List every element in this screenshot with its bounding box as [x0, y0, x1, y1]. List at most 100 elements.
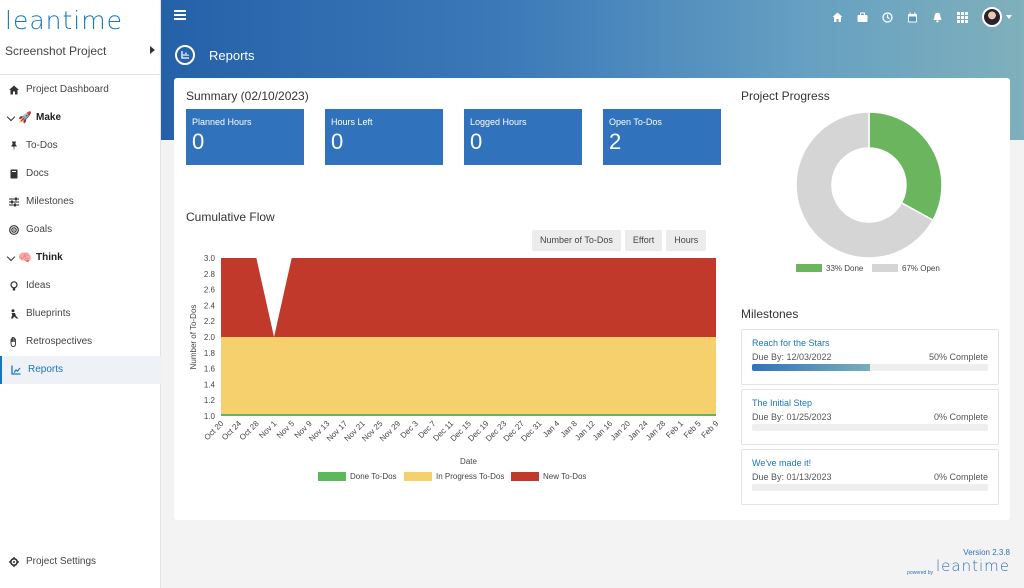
hand-icon: [10, 337, 16, 347]
y-tick-label: 2.2: [204, 317, 216, 326]
milestone-title-link[interactable]: The Initial Step: [752, 398, 813, 408]
sidebar-item-project-settings[interactable]: Project Settings: [0, 550, 161, 574]
sidebar-item-ideas[interactable]: Ideas: [0, 272, 161, 300]
powered-by-text: powered by: [907, 570, 934, 576]
milestone-title-link[interactable]: We've made it!: [752, 458, 812, 468]
donut-legend-label: 33% Done: [826, 264, 864, 273]
toggle-hours[interactable]: Hours: [666, 230, 707, 251]
footer: Version 2.3.8 powered by leantime: [907, 548, 1010, 576]
chevron-down-icon: [6, 252, 16, 262]
sidebar-item-blueprints[interactable]: Blueprints: [0, 300, 161, 328]
pin-icon: [11, 141, 17, 151]
sidebar-item-goals[interactable]: Goals: [0, 216, 161, 244]
menu-toggle-icon[interactable]: [174, 10, 186, 20]
x-tick-label: Jan 4: [541, 419, 562, 440]
legend-item-in-progress-to-dos[interactable]: In Progress To-Dos: [404, 472, 504, 481]
summary-tile-hours-left: Hours Left 0: [325, 109, 443, 165]
sidebar-item-label: Docs: [26, 168, 49, 179]
sidebar-item-label: Think: [36, 252, 63, 263]
milestone-progress-bar: [752, 484, 988, 491]
sidebar-item-label: To-Dos: [26, 140, 58, 151]
briefcase-icon[interactable]: [857, 12, 868, 23]
milestone-card: The Initial Step Due By: 01/25/2023 0% Com…: [741, 389, 999, 445]
sidebar-item-label: Ideas: [26, 280, 51, 291]
sidebar-item-label: Retrospectives: [26, 336, 93, 347]
sidebar-item-project-dashboard[interactable]: Project Dashboard: [0, 76, 161, 104]
chart-icon: [11, 365, 21, 375]
sidebar: leantime Screenshot Project Project Dash…: [0, 0, 161, 588]
x-tick-label: Nov 29: [378, 419, 403, 444]
sidebar-item-reports[interactable]: Reports: [0, 356, 161, 384]
x-tick-label: Jan 28: [644, 419, 668, 443]
summary-tile-open-to-dos: Open To-Dos 2: [603, 109, 721, 165]
toggle-effort[interactable]: Effort: [624, 230, 663, 251]
summary-tile-planned-hours: Planned Hours 0: [186, 109, 304, 165]
donut-legend-label: 67% Open: [902, 264, 940, 273]
home-icon[interactable]: [832, 12, 843, 23]
sidebar-menu: Project Dashboard 🚀 Make To-Dos Docs Mileston…: [0, 76, 161, 384]
project-switcher[interactable]: Screenshot Project: [5, 44, 155, 66]
y-tick-label: 1.8: [204, 349, 216, 358]
x-tick-label: Feb 9: [700, 419, 721, 440]
avatar[interactable]: [982, 7, 1002, 27]
y-axis-label: Number of To-Dos: [189, 305, 198, 370]
tile-label: Open To-Dos: [609, 117, 662, 127]
milestone-card: We've made it! Due By: 01/13/2023 0% Compl…: [741, 449, 999, 505]
donut-legend-item[interactable]: 33% Done: [796, 264, 864, 273]
cumulative-flow-title: Cumulative Flow: [186, 210, 275, 224]
sidebar-item-make[interactable]: 🚀 Make: [0, 104, 161, 132]
page-header: Reports: [175, 45, 255, 65]
donut-legend-item[interactable]: 67% Open: [872, 264, 940, 273]
tile-value: 0: [470, 129, 483, 154]
sidebar-item-milestones[interactable]: Milestones: [0, 188, 161, 216]
y-tick-label: 1.4: [204, 380, 216, 389]
rocket-icon: 🚀: [18, 112, 32, 124]
project-progress-donut: 33% Done 67% Open: [795, 111, 943, 273]
milestones-title: Milestones: [741, 307, 799, 321]
legend-item-done-to-dos[interactable]: Done To-Dos: [318, 472, 397, 481]
sidebar-item-retrospectives[interactable]: Retrospectives: [0, 328, 161, 356]
tile-label: Planned Hours: [192, 117, 252, 127]
milestone-title-link[interactable]: Reach for the Stars: [752, 338, 830, 348]
milestone-progress-bar: [752, 424, 988, 431]
x-tick-label: Nov 5: [275, 419, 297, 441]
tile-value: 2: [609, 129, 622, 154]
sliders-icon: [9, 197, 19, 207]
y-tick-label: 2.0: [204, 333, 216, 342]
reports-icon: [175, 45, 195, 65]
y-tick-label: 2.4: [204, 301, 216, 310]
milestone-percent: 0% Complete: [933, 412, 988, 422]
header-icons: [832, 6, 1012, 28]
footer-logo[interactable]: leantime: [936, 557, 1010, 575]
chevron-down-icon[interactable]: [1006, 15, 1012, 19]
chevron-right-icon: [150, 46, 155, 54]
apps-grid-icon[interactable]: [957, 11, 968, 23]
summary-title: Summary (02/10/2023): [186, 89, 309, 103]
milestone-due-date: Due By: 01/13/2023: [752, 472, 832, 482]
milestone-due-date: Due By: 12/03/2022: [752, 352, 832, 362]
legend-item-new-to-dos[interactable]: New To-Dos: [511, 472, 586, 481]
clock-icon[interactable]: [882, 11, 893, 23]
summary-tile-logged-hours: Logged Hours 0: [464, 109, 582, 165]
lightbulb-icon: [10, 281, 18, 291]
brain-icon: 🧠: [18, 252, 32, 264]
reports-card: Summary (02/10/2023) Planned Hours 0 Hours…: [174, 78, 1010, 520]
y-tick-label: 1.2: [204, 396, 216, 405]
area-in-progress-to-dos: [221, 337, 716, 416]
cumulative-flow-chart: 1.0 1.2 1.4 1.6 1.8 2.0 2.2 2.4 2.6 2.8 3.0 Number …: [189, 254, 721, 481]
toggle-number-of-to-dos[interactable]: Number of To-Dos: [532, 230, 621, 251]
x-tick-label: Dec 3: [399, 419, 421, 441]
book-icon: [10, 169, 18, 179]
leantime-logo[interactable]: leantime: [5, 6, 123, 35]
chevron-down-icon: [6, 112, 16, 122]
sidebar-item-think[interactable]: 🧠 Think: [0, 244, 161, 272]
x-tick-label: Nov 1: [257, 419, 279, 441]
bell-icon[interactable]: [932, 12, 943, 23]
donut-slice-1: [795, 111, 934, 259]
calendar-icon[interactable]: [907, 12, 918, 23]
tile-label: Hours Left: [331, 117, 373, 127]
y-tick-label: 1.0: [204, 412, 216, 421]
sidebar-item-to-dos[interactable]: To-Dos: [0, 132, 161, 160]
sidebar-item-label: Milestones: [26, 196, 74, 207]
sidebar-item-docs[interactable]: Docs: [0, 160, 161, 188]
